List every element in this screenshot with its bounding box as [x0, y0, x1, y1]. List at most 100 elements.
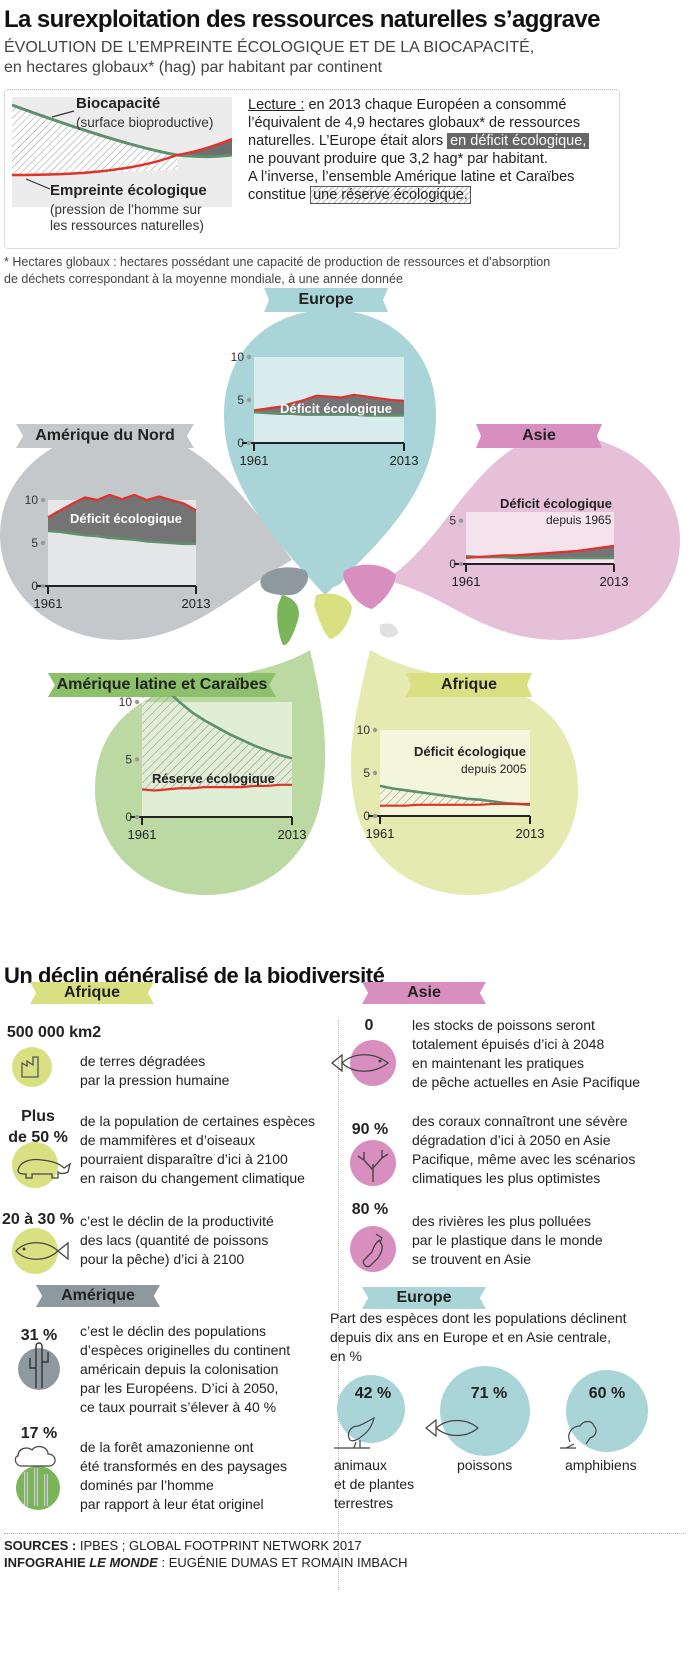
stat-afrique-1: 500 000 km2	[6, 1024, 102, 1041]
text-line: climatiques les plus optimistes	[412, 1170, 601, 1186]
gap-area	[466, 545, 614, 558]
legend-mini-chart	[12, 97, 232, 207]
text-line: des rivières les plus polluées	[412, 1213, 591, 1229]
y-tick-label: 0	[31, 579, 38, 593]
text-line: c’est le déclin des populations	[80, 1323, 267, 1339]
tuna-icon	[425, 1418, 479, 1438]
text-line: dominés par l’homme	[80, 1477, 214, 1493]
text-line: depuis dix ans en Europe et en Asie cent…	[330, 1329, 611, 1345]
text-line: c’est le déclin de la productivité	[80, 1213, 274, 1229]
stat-afrique-3: 20 à 30 %	[1, 1211, 75, 1228]
stat-europe-1: 42 %	[354, 1385, 392, 1402]
footprint-line	[380, 802, 530, 807]
cactus-icon	[18, 1342, 60, 1390]
text-line: pour la pêche) d’ici à 2100	[80, 1251, 245, 1267]
fish-icon-asie	[330, 1040, 396, 1086]
y-tick-label: 10	[25, 494, 39, 507]
y-tick-dot	[134, 757, 140, 762]
text-line: de la forêt amazonienne ont	[80, 1439, 254, 1455]
text-line: en raison du changement climatique	[80, 1170, 305, 1186]
text-line: pourraient disparaître d’ici à 2100	[80, 1151, 288, 1167]
tag-amnord: Amérique du Nord	[16, 424, 194, 448]
y-tick-dot	[134, 699, 140, 705]
stat-asie-3: 80 %	[351, 1201, 389, 1218]
text-line: Part des espèces dont les populations dé…	[330, 1310, 627, 1326]
label-europe-2: poissons	[457, 1456, 512, 1475]
amlat-annotation: Réserve écologique	[152, 771, 275, 786]
stat-afrique-2a: Plus	[21, 1108, 55, 1125]
europe-intro: Part des espèces dont les populations dé…	[330, 1309, 627, 1366]
page-title: La surexploitation des ressources nature…	[4, 6, 600, 33]
section-europe: Europe	[362, 1287, 486, 1309]
asie-annotation: Déficit écologique	[500, 496, 612, 511]
coral-icon	[350, 1140, 396, 1186]
europe-circle-poissons	[440, 1366, 530, 1456]
stat-asie-1: 0	[364, 1017, 374, 1034]
text-line: terrestres	[334, 1495, 394, 1511]
factory-icon	[12, 1047, 52, 1087]
x-label-end: 2013	[182, 596, 210, 611]
y-tick-label: 0	[125, 810, 132, 824]
sources: SOURCES : IPBES ; GLOBAL FOOTPRINT NETWO…	[4, 1538, 362, 1553]
stat-europe-3: 60 %	[588, 1385, 626, 1402]
afrique-annotation-sub: depuis 2005	[461, 762, 527, 776]
text-line: animaux	[334, 1457, 387, 1473]
text-line: dégradation d’ici à 2050 en Asie	[412, 1132, 611, 1148]
biocapacity-line	[253, 410, 404, 417]
europe-annotation: Déficit écologique	[280, 401, 392, 416]
subtitle-units: en hectares globaux* (hag) par habitant …	[4, 59, 383, 76]
fish-icon	[12, 1228, 69, 1274]
tag-afrique: Afrique	[406, 673, 532, 697]
y-tick-label: 10	[357, 724, 371, 737]
chart-amnord: 0 5 10 1961 2013	[25, 494, 210, 611]
y-tick-dot	[246, 397, 252, 403]
y-tick-label: 5	[125, 753, 132, 767]
y-tick-label: 10	[119, 696, 133, 709]
chart-afrique: 0 5 10 1961 2013	[357, 724, 544, 841]
gap-area	[48, 494, 196, 544]
biocapacity-line	[47, 529, 196, 546]
text-line: ce taux pourrait s’élever à 40 %	[80, 1399, 277, 1415]
legend-footprint-label: Empreinte écologique	[50, 182, 207, 199]
footprint-line	[253, 393, 405, 412]
text-line: des coraux connaîtront une sévère	[412, 1113, 628, 1129]
footprint-line	[47, 494, 197, 519]
y-tick-label: 0	[237, 436, 244, 450]
europe-circle-amphibiens	[566, 1370, 648, 1452]
amnord-annotation: Déficit écologique	[70, 511, 182, 526]
y-tick-dot	[372, 770, 378, 776]
text-line: totalement épuisés d’ici à 2048	[412, 1036, 605, 1052]
subtitle: ÉVOLUTION DE L’EMPREINTE ÉCOLOGIQUE ET D…	[4, 39, 535, 56]
y-tick-dot	[372, 727, 378, 733]
text-line: de terres dégradées	[80, 1053, 206, 1069]
text-line: en maintenant les pratiques	[412, 1055, 584, 1071]
text-line: amphibiens	[565, 1457, 637, 1473]
legend-box	[4, 89, 620, 249]
y-tick-dot	[458, 561, 464, 567]
text-line: des lacs (quantité de poissons	[80, 1232, 269, 1248]
x-label-end: 2013	[516, 826, 544, 841]
text-line: par le plastique dans le monde	[412, 1232, 603, 1248]
y-tick-dot	[40, 583, 46, 589]
y-tick-label: 5	[363, 766, 370, 780]
y-tick-dot	[458, 518, 464, 523]
y-tick-dot	[372, 813, 378, 819]
stat-amerique-1: 31 %	[20, 1327, 58, 1344]
x-label-end: 2013	[278, 827, 306, 842]
stat-amerique-2: 17 %	[20, 1425, 58, 1442]
footprint-line	[141, 783, 292, 792]
reading-line-6: constitue une réserve écologique.	[248, 186, 471, 204]
label-europe-3: amphibiens	[565, 1456, 637, 1475]
y-tick-dot	[40, 497, 46, 503]
gap-area	[254, 394, 404, 416]
text-line: par les Européens. D’ici à 2050,	[80, 1380, 279, 1396]
text-line: été transformés en des paysages	[80, 1458, 288, 1474]
text-line: de mammifères et d’oiseaux	[80, 1132, 256, 1148]
world-map-icon	[260, 564, 398, 646]
section-asie: Asie	[362, 982, 486, 1004]
legend-biocapacity-label: Biocapacité	[76, 95, 161, 112]
text-line: d’espèces originelles du continent	[80, 1342, 291, 1358]
biocapacity-line	[171, 696, 293, 760]
deforestation-icon	[14, 1445, 60, 1510]
text-line: poissons	[457, 1457, 513, 1473]
